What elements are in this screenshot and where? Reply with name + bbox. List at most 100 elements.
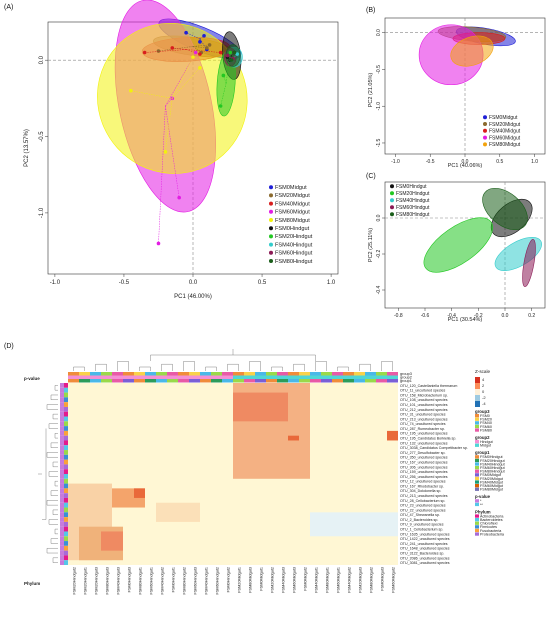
a-spoke-3-0 <box>158 105 166 244</box>
b-ytick-label-1: -0.5 <box>376 65 382 74</box>
c-ellipse-2 <box>494 237 542 271</box>
group2-cell-7 <box>145 375 156 379</box>
row-label-0: OTU_120_Castellaniella thermarum <box>400 384 457 388</box>
group1-cell-12 <box>200 379 211 383</box>
heatmap-block-10 <box>387 430 398 441</box>
a-point-1-3 <box>205 46 209 50</box>
a-point-3-3 <box>177 195 181 200</box>
pvalue-cell-29 <box>60 521 64 527</box>
row-annotations: p-value Phylum <box>24 376 68 586</box>
group1-cell-4 <box>112 379 123 383</box>
legend-item-2-9: FSM80Midgut <box>480 488 503 492</box>
phylum-cell-10 <box>64 430 68 436</box>
c-legend-swatch-2 <box>390 198 394 203</box>
a-spoke-0-1 <box>199 35 205 40</box>
legend-item-2-8: FSM60Midgut <box>480 484 503 488</box>
a-point-3-0 <box>156 241 161 246</box>
phylum-cell-26 <box>64 507 68 513</box>
heatmap-legends: Z-scale420-2-4group3FSM0FSM20FSM40FSM60F… <box>475 369 505 536</box>
column-label-8: FSM40Hindgut2 <box>161 567 165 594</box>
group3-cell-1 <box>79 372 90 376</box>
pvalue-cell-12 <box>60 440 64 446</box>
phylum-cell-23 <box>64 493 68 498</box>
group3-cell-27 <box>365 372 376 376</box>
a-legend-label-8: FSM60Hindgut <box>275 251 313 257</box>
row-label-25: OTU_23_uncultured species <box>400 504 446 508</box>
group1-cell-16 <box>244 379 255 383</box>
group2-cell-4 <box>112 375 123 379</box>
panel-b-y-ticks: 0.0 -0.5 -1.0 -1.5 <box>376 29 385 147</box>
legend-item-4-3: Firmicutes <box>480 525 497 529</box>
group2-cell-29 <box>387 375 398 379</box>
group2-cell-22 <box>310 375 321 379</box>
panel-a-pca-plot: -1.0 -0.5 0.0 0.5 1.0 0.0 -0.5 -1.0 PC1 (46.00… <box>24 0 339 300</box>
pvalue-cell-1 <box>60 387 64 393</box>
pvalue-cell-26 <box>60 507 64 513</box>
legend-item-4-2: Chloroflexi <box>480 522 498 526</box>
pvalue-cell-9 <box>60 426 64 431</box>
c-xtick-label-0: -0.8 <box>394 313 403 319</box>
c-ellipse-3 <box>522 239 536 287</box>
a-xtick-label-1: -0.5 <box>119 280 130 286</box>
c-legend-swatch-3 <box>390 205 394 210</box>
legend-swatch-2-5 <box>475 473 479 477</box>
legend-item-2-3: FSM60Hindgut <box>480 466 505 470</box>
a-point-6-2 <box>221 73 226 78</box>
row-dendrogram-tree <box>38 385 58 563</box>
a-spoke-4-3 <box>172 57 194 99</box>
a-point-2-0 <box>142 50 147 55</box>
group1-cell-19 <box>277 379 288 383</box>
c-legend-label-0: FSM0Hindgut <box>396 184 427 190</box>
group3-cell-24 <box>332 372 343 376</box>
pvalue-cell-11 <box>60 435 64 441</box>
group3-cell-22 <box>310 372 321 376</box>
panel-a-x-ticks: -1.0 -0.5 0.0 0.5 1.0 <box>50 274 336 286</box>
column-label-20: FSM60Midgut3 <box>293 567 297 593</box>
legend-item-4-0: Actinobacteria <box>480 514 504 518</box>
phylum-cell-33 <box>64 541 68 546</box>
b-legend-label-0: FSM0Midgut <box>489 115 518 121</box>
a-legend-swatch-3 <box>269 209 273 214</box>
group2-cell-12 <box>200 375 211 379</box>
zscale-swatch-4 <box>475 401 480 407</box>
group1-cell-5 <box>123 379 134 383</box>
legend-item-2-5: FSM0Midgut <box>480 473 501 477</box>
column-label-27: FSM80Midgut2 <box>370 567 374 593</box>
pvalue-cell-23 <box>60 493 64 498</box>
row-label-9: OTU_287_Rumeobacter sp. <box>400 427 445 431</box>
phylum-cell-22 <box>64 488 68 494</box>
group3-cell-5 <box>123 372 134 376</box>
legend-swatch-4-0 <box>475 514 479 518</box>
a-ytick-label-2: -1.0 <box>39 207 45 218</box>
group3-cell-9 <box>167 372 178 376</box>
pvalue-cell-6 <box>60 411 64 417</box>
group2-cell-28 <box>376 375 387 379</box>
panel-c-pca-plot: -0.8 -0.6 -0.4 -0.2 0.0 0.2 0.0 -0.2 -0.4 PC1 (… <box>368 181 546 323</box>
a-legend-swatch-1 <box>269 193 273 198</box>
group3-cell-4 <box>112 372 123 376</box>
legend-swatch-2-3 <box>475 466 479 470</box>
phylum-cell-0 <box>64 383 68 388</box>
row-label-26: OTU_22_uncultured species <box>400 508 446 512</box>
phylum-cell-34 <box>64 545 68 551</box>
group1-cell-26 <box>354 379 365 383</box>
a-legend-label-6: FSM20Hindgut <box>275 234 313 240</box>
legend-item-2-0: FSM0Hindgut <box>480 455 503 459</box>
panel-a-points <box>129 30 239 246</box>
group1-cell-9 <box>167 379 178 383</box>
group2-cell-14 <box>222 375 233 379</box>
group3-cell-3 <box>101 372 112 376</box>
column-label-11: FSM60Hindgut3 <box>194 567 198 594</box>
a-spoke-1-1 <box>192 44 210 47</box>
phylum-cell-25 <box>64 502 68 508</box>
group3-cell-15 <box>233 372 244 376</box>
column-label-17: FSM0Midgut1 <box>260 567 264 591</box>
legend-item-3-1: ** <box>480 503 483 507</box>
a-ytick-label-0: 0.0 <box>39 55 45 64</box>
row-label-13: OTU_3038_Candidatus Competibacter sp. <box>400 446 468 450</box>
panel-b-pca-plot: -1.0 -0.5 0.0 0.5 1.0 0.0 -0.5 -1.0 -1.5 PC1 (4… <box>368 17 546 169</box>
panel-a-y-ticks: 0.0 -0.5 -1.0 <box>39 55 48 218</box>
row-label-2: OTU_158_Microbacterium sp. <box>400 393 448 397</box>
heatmap-cells <box>68 383 398 565</box>
phylum-cell-11 <box>64 435 68 441</box>
